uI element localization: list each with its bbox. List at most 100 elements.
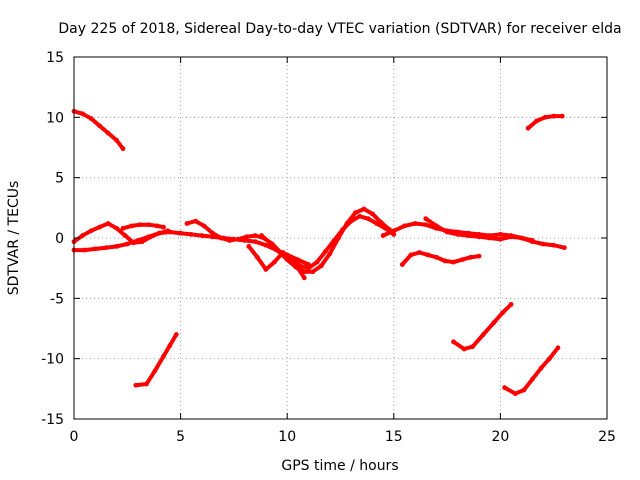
point-band-e-13: [370, 211, 375, 217]
point-arc-low-right-0: [502, 385, 508, 391]
point-band-b-7: [131, 240, 137, 246]
point-arc-low-mid-2: [470, 344, 476, 349]
point-arc-low-right-3: [529, 376, 535, 382]
point-arc-high-left-1: [80, 111, 85, 117]
point-band-f-2: [263, 266, 269, 272]
point-band-g-0: [380, 233, 386, 238]
point-band-b-10: [156, 230, 162, 236]
point-band-f-9: [323, 248, 328, 254]
point-band-e-4: [293, 264, 299, 270]
point-band-g-4: [423, 222, 429, 228]
point-band-i-9: [476, 253, 482, 259]
point-band-i-5: [442, 258, 448, 264]
point-arc-low-left-5: [173, 332, 179, 337]
point-arc-high-left-4: [105, 130, 111, 136]
series-band-i: [400, 250, 482, 267]
point-band-d-5: [227, 238, 233, 243]
point-band-a-2: [92, 246, 98, 252]
x-tick-label-0: 0: [70, 429, 79, 445]
point-band-a-5: [124, 241, 130, 247]
point-band-f-5: [289, 254, 294, 260]
point-band-d-7: [244, 234, 250, 240]
point-band-i-8: [468, 254, 473, 260]
point-band-a-12: [199, 233, 205, 238]
point-band-a-3: [103, 245, 109, 251]
point-band-h-7: [498, 236, 503, 242]
point-band-h-1: [434, 223, 439, 229]
y-tick-label-15: 15: [46, 50, 64, 66]
point-arc-high-left-6: [120, 146, 126, 152]
point-band-i-6: [451, 259, 456, 265]
point-band-f-15: [374, 221, 380, 226]
point-band-f-12: [348, 218, 354, 224]
point-band-d-8: [252, 233, 258, 238]
point-arc-low-left-3: [161, 353, 166, 359]
point-band-c-4: [154, 223, 160, 229]
x-tick-label-20: 20: [491, 429, 509, 445]
point-band-c-0: [120, 225, 126, 231]
y-tick-label-0: 0: [55, 231, 64, 247]
point-band-e-8: [327, 251, 333, 257]
point-arc-high-right-4: [559, 113, 565, 119]
point-band-c-2: [137, 222, 143, 228]
point-band-g-15: [540, 241, 546, 247]
point-band-c-1: [129, 223, 134, 229]
point-arc-low-mid-3: [480, 332, 486, 337]
x-tick-label-5: 5: [176, 429, 185, 445]
point-band-a-10: [178, 230, 184, 236]
point-band-d-3: [210, 230, 215, 236]
point-band-d-2: [201, 223, 207, 229]
point-band-i-0: [399, 262, 405, 267]
point-band-h-5: [476, 234, 482, 240]
point-arc-high-left-5: [114, 137, 120, 143]
point-band-f-16: [382, 225, 388, 231]
y-tick-label-5: 5: [55, 171, 64, 187]
point-arc-low-left-2: [152, 368, 158, 374]
y-tick-label-10: 10: [46, 110, 64, 126]
point-band-g-1: [391, 228, 397, 234]
point-arc-low-right-4: [538, 365, 544, 371]
point-band-a-18: [263, 242, 269, 248]
point-band-e-5: [301, 269, 307, 275]
point-arc-high-left-2: [88, 116, 94, 121]
point-band-f-6: [297, 263, 303, 269]
point-arc-low-mid-6: [508, 301, 514, 307]
point-band-b-2: [88, 228, 94, 234]
chart-title: Day 225 of 2018, Sidereal Day-to-day VTE…: [58, 21, 621, 37]
point-band-e-12: [361, 206, 367, 212]
point-arc-high-right-3: [551, 113, 557, 119]
point-arc-high-left-3: [97, 123, 102, 129]
point-band-g-11: [498, 231, 503, 237]
point-arc-low-mid-0: [451, 339, 456, 345]
point-band-d-0: [184, 221, 190, 226]
point-band-g-16: [551, 242, 557, 248]
point-band-d-4: [218, 235, 224, 241]
point-band-f-0: [246, 244, 252, 249]
series-band-e: [259, 207, 392, 274]
point-arc-low-left-1: [144, 381, 149, 387]
point-band-b-6: [122, 233, 128, 238]
point-band-e-6: [310, 269, 316, 275]
point-band-h-9: [519, 235, 525, 241]
point-band-f-14: [365, 216, 371, 222]
point-arc-low-mid-4: [491, 320, 497, 325]
point-band-a-11: [188, 231, 194, 237]
point-arc-low-left-4: [167, 342, 173, 348]
series-arc-low-left: [133, 332, 179, 388]
point-band-h-0: [423, 216, 429, 222]
point-arc-high-right-2: [542, 114, 548, 120]
point-band-b-9: [148, 234, 154, 240]
point-band-b-4: [105, 221, 111, 226]
point-band-a-1: [82, 247, 88, 253]
point-band-b-11: [165, 228, 171, 234]
point-band-e-7: [318, 263, 324, 269]
point-band-b-1: [80, 233, 85, 238]
axes-frame: [73, 56, 608, 420]
point-arc-high-right-0: [525, 125, 531, 131]
point-arc-low-right-6: [555, 345, 561, 351]
point-arc-high-right-1: [534, 118, 540, 124]
data-series: [71, 108, 567, 397]
point-band-h-6: [487, 235, 493, 241]
point-band-a-4: [114, 244, 120, 249]
x-axis-label: GPS time / hours: [281, 458, 398, 474]
